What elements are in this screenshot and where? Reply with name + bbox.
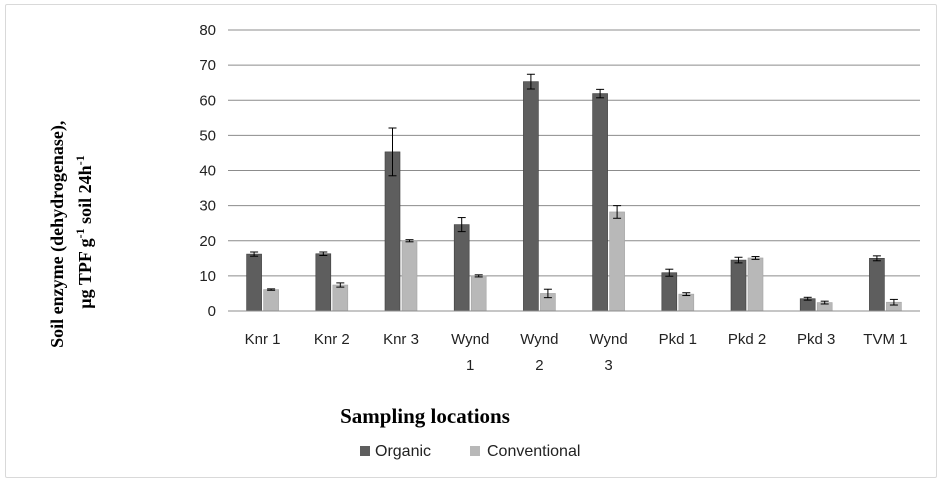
bar-conventional bbox=[609, 211, 625, 312]
y-tick-label: 40 bbox=[199, 163, 216, 180]
x-tick-label: Knr 1 bbox=[245, 331, 281, 348]
x-axis-ticks: Knr 1 Knr 2 Knr 3 Wynd 1 Wynd 2 Wynd 3 Pkd 1 Pkd 2… bbox=[245, 331, 908, 374]
legend-label-organic: Organic bbox=[375, 443, 431, 460]
bars bbox=[246, 73, 902, 312]
y-tick-label: 30 bbox=[199, 198, 216, 215]
y-axis-label-sup2: -1 bbox=[73, 155, 87, 165]
y-axis-label-sup1: -1 bbox=[73, 228, 87, 238]
x-tick-label: 2 bbox=[535, 357, 543, 374]
y-tick-label: 70 bbox=[199, 57, 216, 74]
bar-conventional bbox=[401, 240, 418, 312]
x-tick-label: Wynd bbox=[589, 331, 627, 348]
bar-organic bbox=[453, 224, 470, 312]
bar-organic bbox=[246, 253, 262, 312]
legend-swatch-conventional bbox=[470, 446, 480, 456]
bar-conventional bbox=[263, 289, 279, 312]
y-tick-label: 10 bbox=[199, 268, 216, 285]
legend-label-conventional: Conventional bbox=[487, 443, 580, 460]
bar-organic bbox=[315, 253, 332, 312]
x-tick-label: Pkd 1 bbox=[659, 331, 697, 348]
bar-organic bbox=[661, 272, 678, 312]
x-tick-label: Wynd bbox=[451, 331, 489, 348]
x-tick-label: 3 bbox=[604, 357, 612, 374]
y-tick-label: 20 bbox=[199, 233, 216, 250]
x-tick-label: Wynd bbox=[520, 331, 558, 348]
y-tick-label: 80 bbox=[199, 22, 216, 39]
gridlines bbox=[228, 29, 920, 277]
x-tick-label: Knr 2 bbox=[314, 331, 350, 348]
legend-swatch-organic bbox=[360, 446, 370, 456]
x-tick-label: TVM 1 bbox=[863, 331, 907, 348]
y-tick-label: 0 bbox=[208, 303, 216, 320]
legend: Organic Conventional bbox=[360, 443, 580, 460]
y-axis-label: Soil enzyme (dehydrogenase), µg TPF g-1 … bbox=[47, 116, 95, 348]
y-axis-label-mid: soil 24h bbox=[75, 165, 95, 228]
bar-organic bbox=[523, 81, 539, 312]
y-tick-label: 50 bbox=[199, 127, 216, 144]
y-axis-label-unit: µg TPF g bbox=[75, 238, 95, 308]
x-tick-label: Pkd 2 bbox=[728, 331, 766, 348]
bar-conventional bbox=[747, 257, 764, 312]
bar-organic bbox=[869, 258, 885, 312]
y-axis-ticks: 0 10 20 30 40 50 60 70 80 bbox=[199, 22, 216, 320]
x-tick-label: Knr 3 bbox=[383, 331, 419, 348]
bar-conventional bbox=[470, 275, 487, 312]
y-tick-label: 60 bbox=[199, 92, 216, 109]
bar-conventional bbox=[678, 293, 695, 312]
x-tick-label: 1 bbox=[466, 357, 474, 374]
bar-conventional bbox=[332, 284, 349, 312]
x-tick-label: Pkd 3 bbox=[797, 331, 835, 348]
bar-organic bbox=[592, 93, 608, 312]
bar-organic bbox=[730, 259, 747, 312]
x-axis-label: Sampling locations bbox=[340, 404, 510, 428]
